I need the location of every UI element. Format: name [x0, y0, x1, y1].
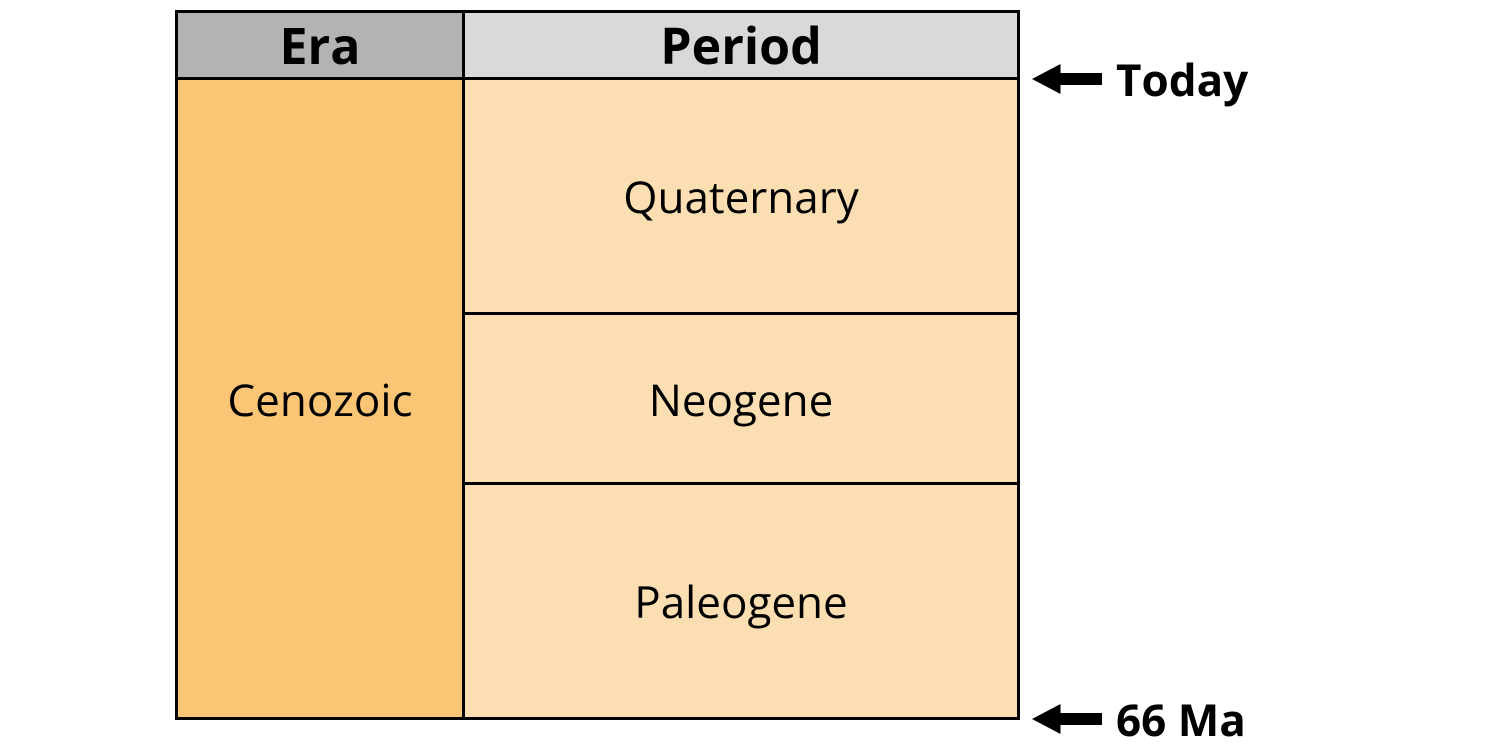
period-cell: Neogene [462, 312, 1020, 485]
annotation-top: Today [1032, 64, 1248, 94]
period-cell: Quaternary [462, 77, 1020, 315]
period-cell: Paleogene [462, 482, 1020, 720]
arrow-left-icon [1032, 704, 1102, 734]
era-cell: Cenozoic [175, 77, 465, 720]
arrow-left-icon [1032, 64, 1102, 94]
header-period-cell: Period [462, 10, 1020, 80]
annotation-bottom: 66 Ma [1032, 704, 1246, 734]
geologic-time-diagram: EraPeriodCenozoicQuaternaryNeogenePaleog… [0, 0, 1500, 749]
header-era-cell: Era [175, 10, 465, 80]
annotation-bottom-label: 66 Ma [1116, 689, 1246, 749]
annotation-top-label: Today [1116, 49, 1248, 109]
